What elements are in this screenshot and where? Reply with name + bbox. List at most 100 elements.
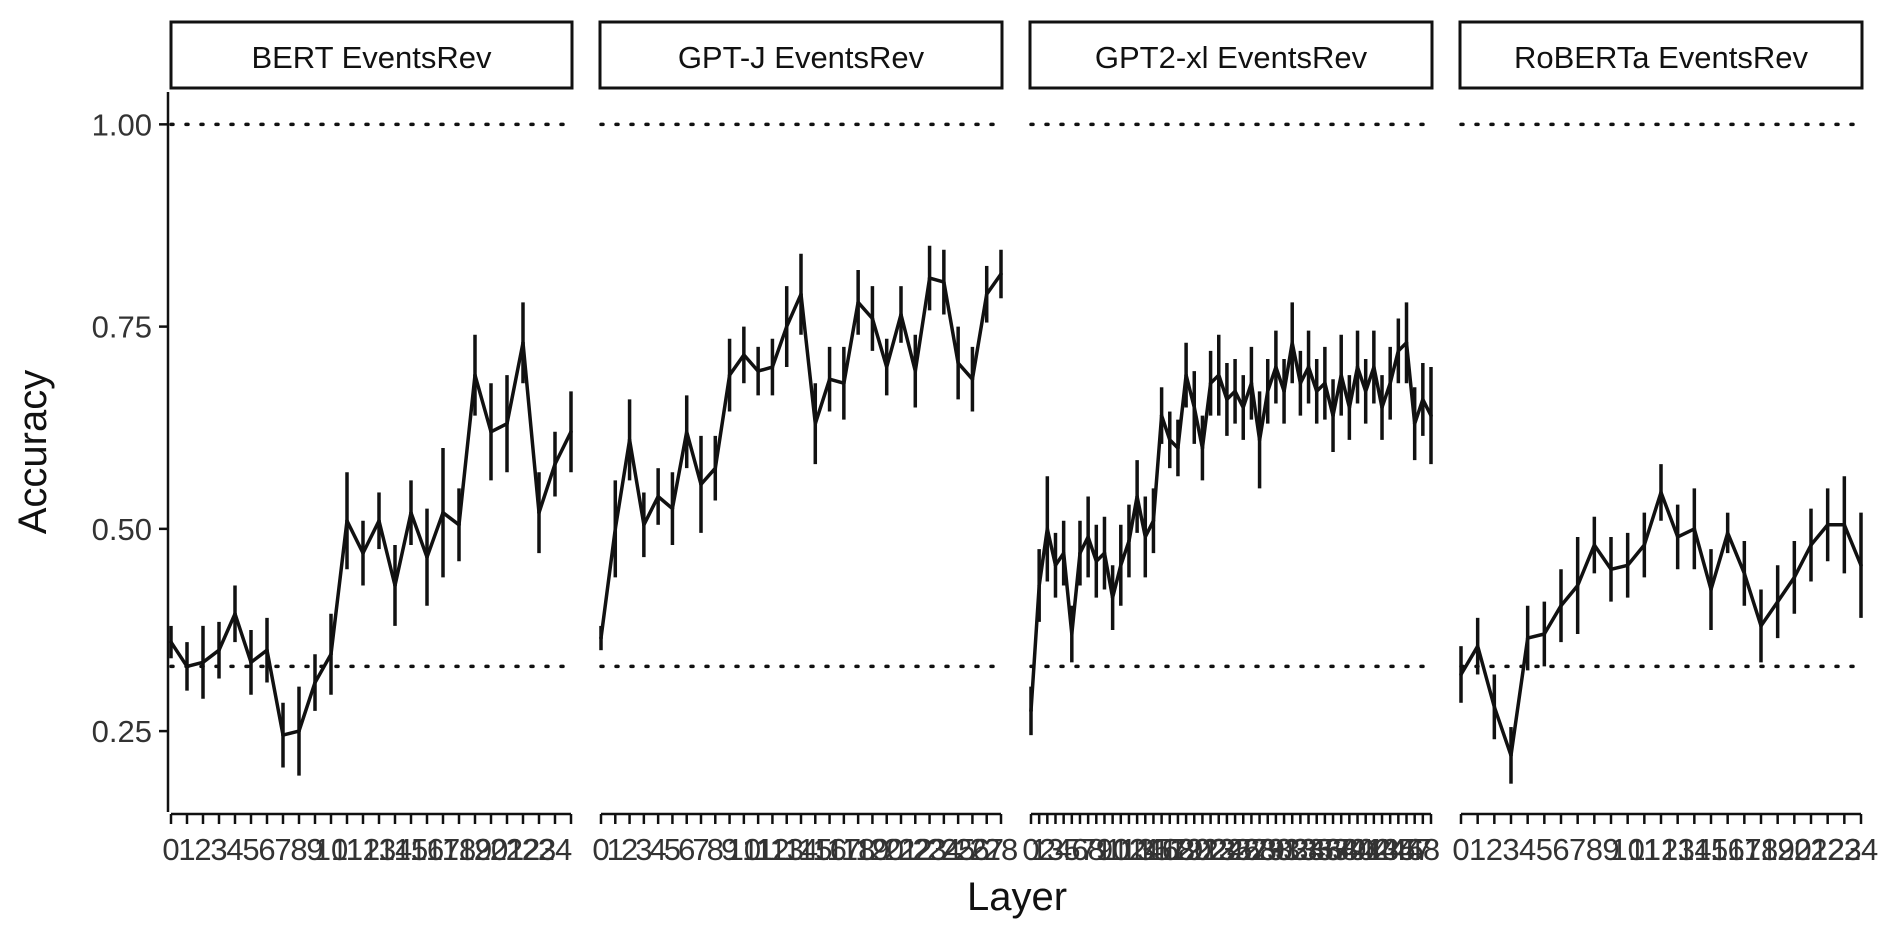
x-tick-label: 43 [1365, 832, 1399, 867]
data-point [217, 648, 221, 653]
series-line [1459, 490, 1863, 758]
x-tick-label: 42 [1357, 832, 1391, 867]
x-tick-label: 9 [721, 832, 738, 867]
data-point [1265, 389, 1270, 394]
data-point [1143, 535, 1148, 539]
data-point [784, 324, 789, 329]
x-tick-label: 4 [650, 832, 667, 867]
data-point [361, 551, 365, 555]
x-tick-label: 25 [1218, 832, 1252, 867]
x-tick-label: 28 [984, 832, 1018, 867]
data-point [742, 353, 746, 357]
data-point [1151, 518, 1156, 523]
data-point [1078, 551, 1082, 555]
x-axis-title: Layer [967, 875, 1067, 919]
data-point [1094, 559, 1099, 564]
data-point [1475, 644, 1480, 648]
data-point [1542, 632, 1547, 636]
x-tick-label: 35 [1299, 832, 1333, 867]
x-tick-label: 22 [1193, 832, 1227, 867]
data-point [1825, 523, 1830, 527]
x-tick-label: 14 [784, 832, 818, 867]
x-tick-label: 15 [1136, 832, 1170, 867]
data-point [313, 680, 317, 685]
data-point [201, 660, 205, 665]
data-point [713, 466, 718, 470]
panel-strip [169, 20, 574, 90]
x-tick-label: 30 [1259, 832, 1293, 867]
x-tick-label: 20 [869, 832, 903, 867]
x-tick-label: 33 [1283, 832, 1317, 867]
data-point [553, 462, 557, 466]
data-point [249, 660, 253, 665]
data-point [1859, 563, 1863, 568]
data-point [425, 555, 429, 559]
x-tick-label: 11 [742, 832, 774, 867]
data-point [799, 292, 803, 297]
x-tick-label: 2 [1486, 832, 1503, 867]
x-tick-label: 4 [1519, 832, 1536, 867]
x-tick-label: 4 [226, 832, 243, 867]
data-point [1492, 705, 1497, 709]
data-point [599, 636, 603, 640]
x-tick-label: 22 [506, 832, 540, 867]
data-point [1323, 381, 1327, 386]
x-tick-label: 1 [178, 832, 195, 867]
data-point [770, 365, 775, 369]
data-point [1709, 587, 1713, 592]
data-point [656, 494, 660, 499]
x-tick-label: 17 [1727, 832, 1761, 867]
data-point [1429, 413, 1433, 418]
data-point [913, 369, 918, 373]
x-tick-label: 4 [1055, 832, 1072, 867]
x-tick-label: 5 [1063, 832, 1080, 867]
data-point [1792, 575, 1797, 580]
x-tick-label: 5 [1536, 832, 1553, 867]
data-point [1298, 381, 1303, 386]
data-point [1725, 531, 1730, 535]
panel-strip [1458, 20, 1864, 90]
x-tick-label: 37 [1316, 832, 1350, 867]
data-point [1675, 535, 1680, 539]
x-tick-label: 13 [1120, 832, 1154, 867]
data-point [1842, 523, 1847, 527]
data-point [1159, 413, 1164, 418]
x-tick-label: 6 [1071, 832, 1088, 867]
x-tick-label: 17 [1153, 832, 1187, 867]
x-tick-label: 0 [162, 832, 179, 867]
x-tick-label: 15 [394, 832, 428, 867]
data-point [1110, 595, 1115, 600]
y-tick-label: 1.00 [92, 107, 152, 142]
x-tick-label: 6 [1552, 832, 1569, 867]
x-tick-label: 6 [678, 832, 695, 867]
data-point [505, 421, 509, 426]
x-tick-label: 19 [1760, 832, 1794, 867]
x-tick-label: 2 [621, 832, 638, 867]
series-line [1029, 341, 1433, 712]
x-tick-label: 8 [707, 832, 724, 867]
data-point [856, 300, 860, 305]
x-tick-label: 45 [1381, 832, 1415, 867]
x-tick-label: 31 [1267, 832, 1301, 867]
panel-title: GPT-J EventsRev [678, 40, 925, 75]
x-tick-label: 7 [274, 832, 291, 867]
x-tick-label: 14 [1128, 832, 1162, 867]
data-point [1184, 373, 1188, 377]
data-point [813, 421, 818, 426]
x-tick-label: 6 [258, 832, 275, 867]
data-point [473, 373, 477, 377]
x-tick-label: 18 [841, 832, 875, 867]
panel-strip [1028, 20, 1434, 90]
x-tick-label: 7 [1080, 832, 1097, 867]
data-point [627, 438, 632, 442]
data-point [1509, 753, 1513, 758]
x-tick-label: 48 [1406, 832, 1440, 867]
data-point [684, 429, 689, 434]
x-tick-label: 20 [1777, 832, 1811, 867]
x-tick-label: 38 [1324, 832, 1358, 867]
x-tick-label: 24 [927, 832, 961, 867]
x-tick-label: 16 [812, 832, 846, 867]
x-tick-label: 39 [1332, 832, 1366, 867]
data-point [942, 280, 946, 284]
x-tick-label: 23 [912, 832, 946, 867]
